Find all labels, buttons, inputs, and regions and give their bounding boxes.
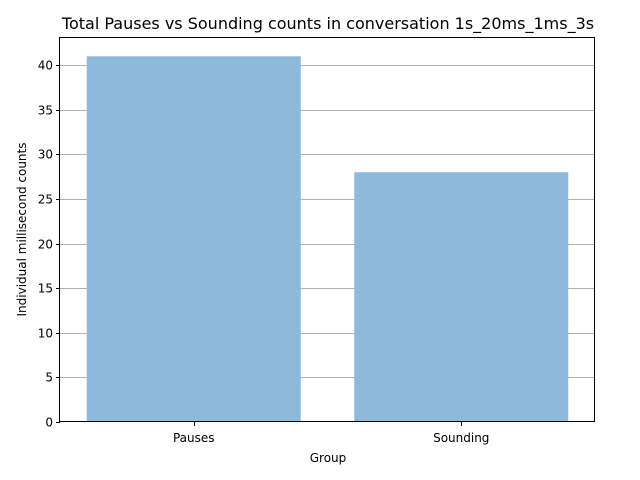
chart-title: Total Pauses vs Sounding counts in conve…: [61, 14, 594, 34]
y-tick-label: 10: [38, 327, 53, 341]
y-tick-label: 40: [38, 59, 53, 73]
bar: [354, 172, 569, 422]
bar: [86, 56, 301, 423]
y-tick-label: 20: [38, 238, 53, 252]
y-tick-label: 15: [38, 282, 53, 296]
y-tick-label: 25: [38, 193, 53, 207]
y-axis-ticks: 0 5 10 15 20 25 30 35 40: [38, 59, 60, 430]
x-tick-label: Pauses: [173, 431, 215, 445]
y-tick-label: 30: [38, 148, 53, 162]
y-tick-label: 5: [45, 371, 53, 385]
x-axis-label: Group: [310, 451, 347, 465]
y-tick-label: 0: [45, 416, 53, 430]
bars: [86, 56, 569, 423]
x-tick-label: Sounding: [433, 431, 489, 445]
y-axis-label: Individual millisecond counts: [15, 143, 29, 317]
x-axis-ticks: Pauses Sounding: [173, 422, 489, 445]
y-tick-label: 35: [38, 104, 53, 118]
plot-frame: [59, 37, 595, 422]
